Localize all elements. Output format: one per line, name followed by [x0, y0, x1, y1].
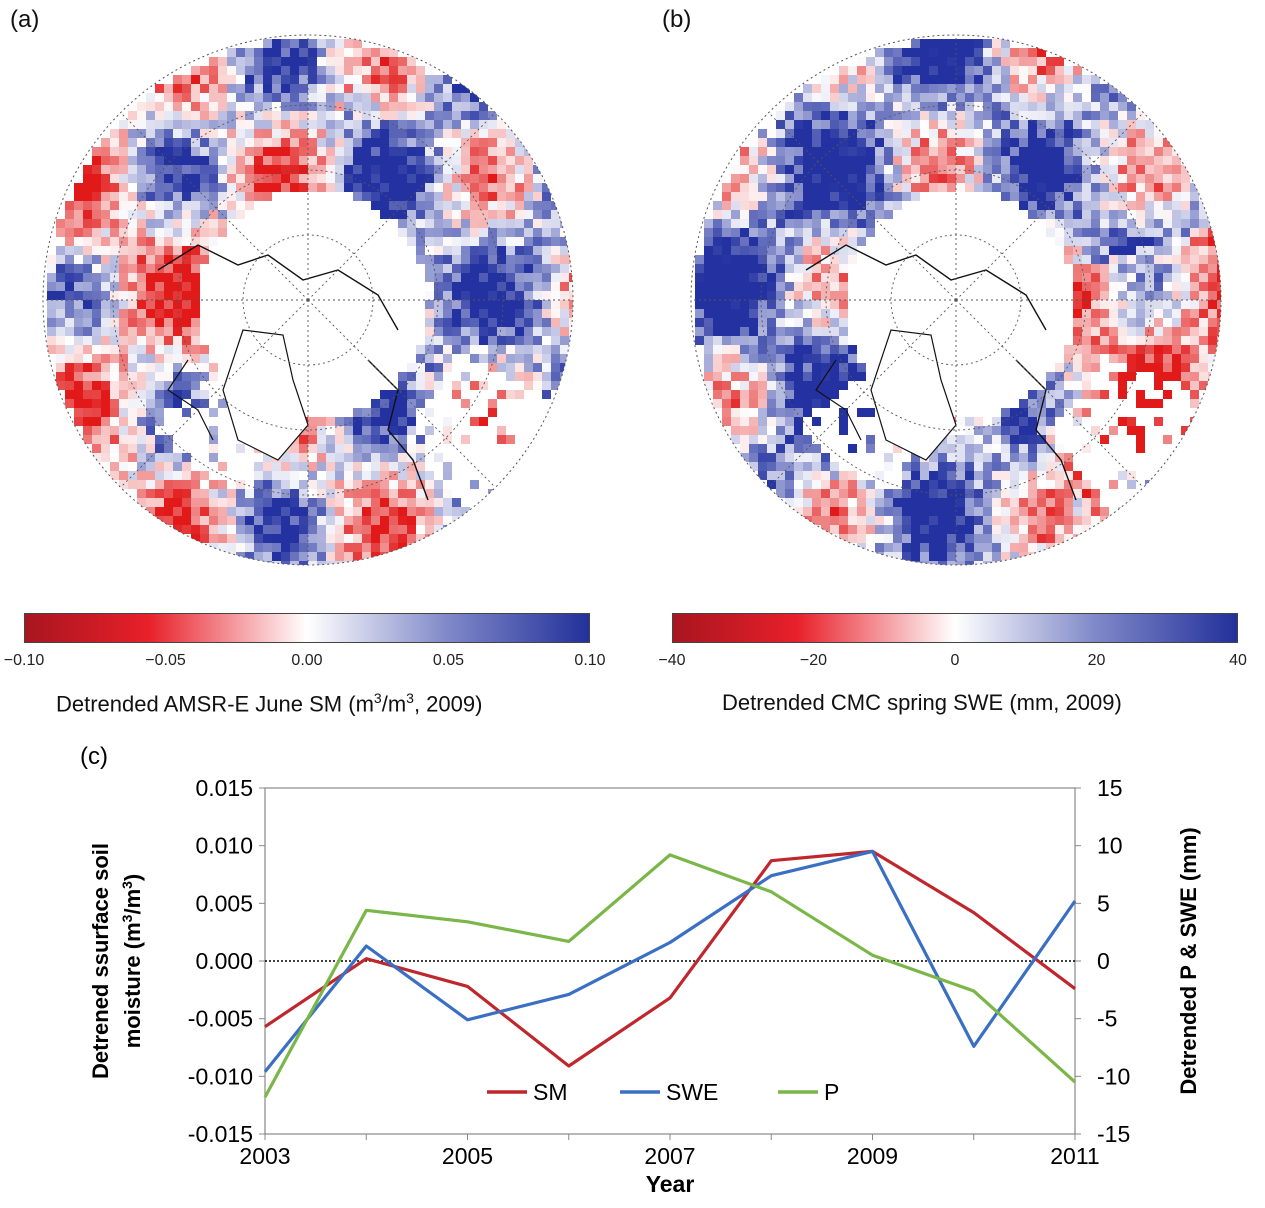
- left-tick-label: 0.015: [195, 775, 253, 801]
- colorbar-b: [672, 613, 1238, 643]
- x-tick-label: 2003: [239, 1143, 290, 1169]
- left-tick-label: 0.010: [195, 833, 253, 859]
- colorbar-b-title: Detrended CMC spring SWE (mm, 2009): [722, 690, 1122, 715]
- colorbar-a-tick-4: 0.10: [574, 652, 606, 669]
- map-panel-b: [686, 30, 1226, 570]
- colorbar-a-title-mid: /m: [381, 691, 407, 717]
- x-tick-label: 2007: [644, 1143, 695, 1169]
- right-tick-label: 5: [1097, 890, 1110, 916]
- colorbar-a: [24, 613, 590, 643]
- legend-label-swe: SWE: [666, 1079, 718, 1105]
- right-tick-label: 10: [1097, 833, 1123, 859]
- colorbar-b-tick-4: 40: [1229, 652, 1247, 669]
- panel-label-b: (b): [662, 6, 692, 33]
- right-tick-label: 15: [1097, 775, 1123, 801]
- panel-label-c: (c): [80, 743, 108, 770]
- colorbar-b-tick-3: 20: [1087, 652, 1106, 669]
- colorbar-b-tick-0: −40: [658, 652, 686, 669]
- series-line-sm: [264, 849, 1076, 1068]
- colorbar-a-title-sup1: 3: [373, 690, 382, 706]
- line-chart-c: (c) 0.015 0.010 0.005 0.000 -0.005 -0.010 -0.01…: [80, 743, 1201, 1197]
- map-panel-a: [38, 30, 578, 570]
- right-tick-label: -15: [1097, 1121, 1130, 1147]
- x-axis-title: Year: [646, 1171, 695, 1197]
- legend-label-sm: SM: [533, 1079, 568, 1105]
- colorbar-a-title-end: , 2009): [413, 691, 483, 717]
- polar-map-sm: [42, 34, 574, 566]
- colorbar-b-tick-1: −20: [799, 652, 828, 669]
- x-tick-label: 2005: [442, 1143, 493, 1169]
- right-tick-label: -10: [1097, 1063, 1130, 1089]
- x-tick-label: 2009: [847, 1143, 898, 1169]
- series-line-swe: [263, 849, 1077, 1073]
- legend-label-p: P: [824, 1079, 839, 1105]
- colorbar-a-tick-2: 0.00: [291, 652, 323, 669]
- series-line-p: [263, 853, 1077, 1098]
- colorbar-a-title: Detrended AMSR-E June SM (m3/m3, 2009): [56, 690, 482, 717]
- colorbar-a-title-sup2: 3: [406, 690, 414, 706]
- y-axis-right-title: Detrended P & SWE (mm): [1176, 827, 1201, 1094]
- y-axis-left-title-line2: moisture (m3/m3): [119, 874, 145, 1049]
- left-tick-label: 0.000: [195, 948, 253, 974]
- right-tick-label: -5: [1097, 1006, 1117, 1032]
- colorbar-a-tick-3: 0.05: [432, 652, 465, 669]
- y-axis-left-title-line1: Detrened ssurface soil: [88, 843, 113, 1079]
- x-tick-label: 2011: [1050, 1143, 1099, 1169]
- left-tick-label: 0.005: [195, 890, 253, 916]
- polar-map-swe: [690, 34, 1222, 566]
- left-tick-label: -0.010: [188, 1063, 253, 1089]
- colorbar-a-title-main: Detrended AMSR-E June SM (m: [56, 691, 374, 717]
- colorbar-a-tick-1: −0.05: [145, 652, 186, 669]
- left-tick-label: -0.015: [188, 1121, 253, 1147]
- colorbar-b-gradient: [672, 613, 1238, 643]
- right-tick-label: 0: [1097, 948, 1110, 974]
- panel-label-a: (a): [10, 6, 40, 33]
- colorbar-a-gradient: [24, 613, 590, 643]
- left-tick-label: -0.005: [188, 1006, 253, 1032]
- colorbar-a-tick-0: −0.10: [3, 652, 45, 669]
- colorbar-b-tick-2: 0: [950, 652, 960, 669]
